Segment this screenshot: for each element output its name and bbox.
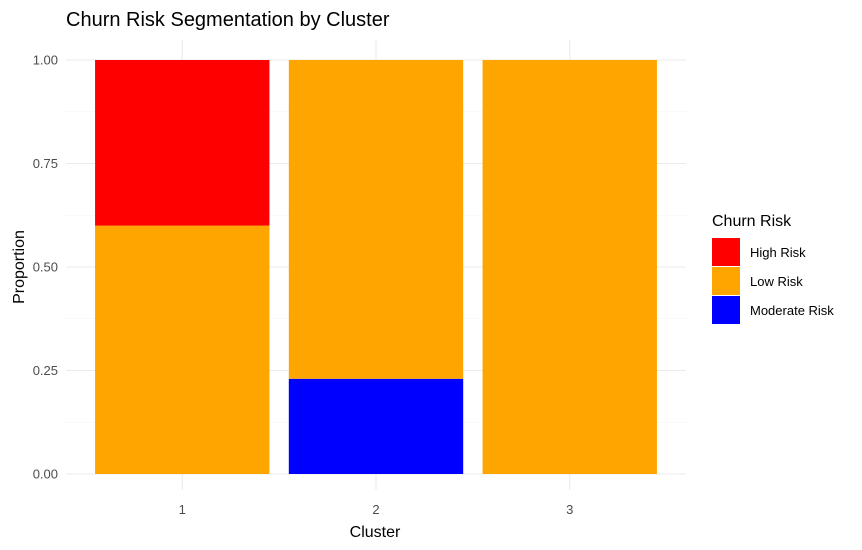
legend-label: Low Risk xyxy=(750,274,803,289)
legend-swatch xyxy=(712,238,740,266)
legend: Churn Risk High Risk Low Risk Moderate Ris… xyxy=(712,213,834,324)
bars xyxy=(95,60,657,474)
legend-label: High Risk xyxy=(750,245,806,260)
x-tick-label: 3 xyxy=(566,502,573,517)
bar-cluster-3-low-risk xyxy=(482,60,657,474)
bar-cluster-1-low-risk xyxy=(95,225,270,474)
x-axis-ticks: 1 2 3 xyxy=(179,502,574,517)
y-tick-label: 0.50 xyxy=(33,260,58,275)
legend-swatch xyxy=(712,296,740,324)
y-tick-label: 0.00 xyxy=(33,467,58,482)
bar-cluster-2-moderate-risk xyxy=(288,378,464,474)
y-axis-ticks: 0.00 0.25 0.50 0.75 1.00 xyxy=(33,53,58,482)
y-tick-label: 0.25 xyxy=(33,363,58,378)
legend-swatch xyxy=(712,267,740,295)
y-tick-label: 0.75 xyxy=(33,156,58,171)
legend-title: Churn Risk xyxy=(712,213,792,230)
chart-title: Churn Risk Segmentation by Cluster xyxy=(66,9,390,31)
bar-cluster-2-low-risk xyxy=(288,60,464,379)
x-axis-title: Cluster xyxy=(350,524,401,541)
legend-label: Moderate Risk xyxy=(750,303,834,318)
y-tick-label: 1.00 xyxy=(33,53,58,68)
x-tick-label: 2 xyxy=(372,502,379,517)
x-tick-label: 1 xyxy=(179,502,186,517)
y-axis-title: Proportion xyxy=(11,230,28,304)
bar-cluster-1-high-risk xyxy=(95,60,270,226)
